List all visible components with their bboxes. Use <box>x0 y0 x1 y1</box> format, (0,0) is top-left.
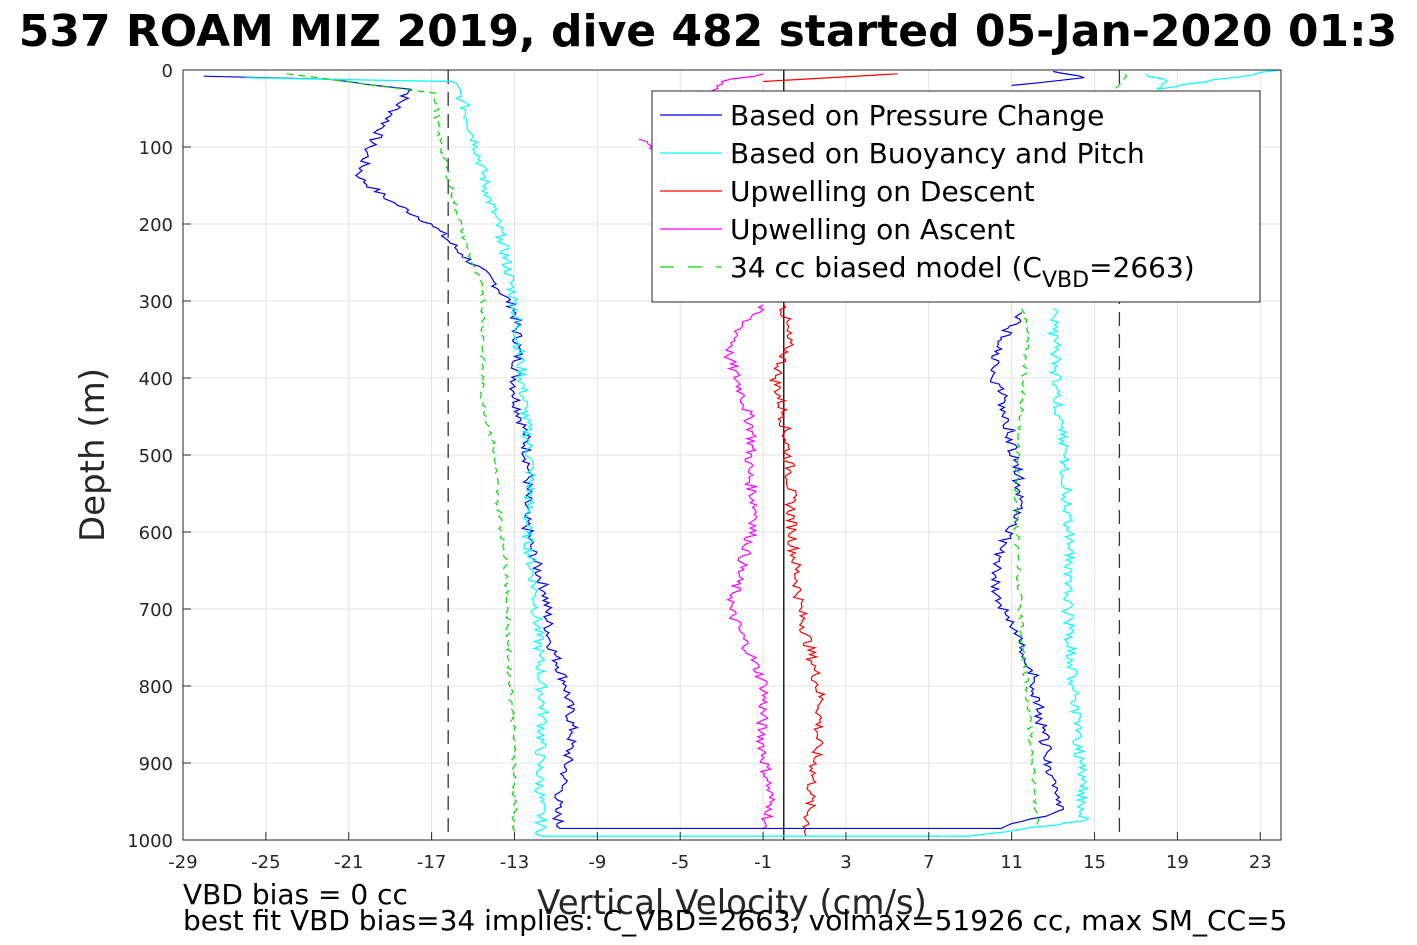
x-axis-label: Vertical Velocity (cm/s) <box>537 883 927 923</box>
series-line-1 <box>989 312 1065 830</box>
legend-label: Upwelling on Ascent <box>730 213 1015 246</box>
legend-box <box>651 90 1261 303</box>
y-tick-label: 800 <box>139 677 173 698</box>
series-line-3 <box>763 73 898 83</box>
series-group <box>203 69 1282 837</box>
series-line-1 <box>1011 70 1085 86</box>
x-tick-label: 11 <box>1000 852 1023 873</box>
y-tick-label: 300 <box>139 292 173 313</box>
x-tick-label: -5 <box>671 852 689 873</box>
y-tick-label: 400 <box>139 369 173 390</box>
x-tick-label: 19 <box>1166 852 1189 873</box>
series-line-1 <box>203 75 579 829</box>
legend-label: Upwelling on Descent <box>730 175 1035 208</box>
y-tick-label: 200 <box>139 215 173 236</box>
series-line-2 <box>1145 69 1282 90</box>
x-axis-ticks: -29 -25 -21 -17 -13 -9 -5 -1 3 7 11 15 19 23 <box>168 832 1272 873</box>
legend: Based on Pressure Change Based on Buoyanc… <box>651 90 1261 303</box>
footer-note-2: best fit VBD bias=34 implies: C_VBD=2663… <box>183 904 1287 937</box>
legend-label: Based on Pressure Change <box>730 99 1104 132</box>
y-axis-label: Depth (m) <box>73 368 113 542</box>
legend-label: Based on Buoyancy and Pitch <box>730 137 1145 170</box>
chart-title: 537 ROAM MIZ 2019, dive 482 started 05-J… <box>19 6 1398 57</box>
series-line-2 <box>970 308 1091 837</box>
x-tick-label: 23 <box>1249 852 1272 873</box>
legend-label: 34 cc biased model (CVBD=2663) <box>730 251 1195 293</box>
x-tick-label: -1 <box>754 852 772 873</box>
x-tick-label: 3 <box>840 852 851 873</box>
x-tick-label: 7 <box>923 852 934 873</box>
y-tick-label: 900 <box>139 754 173 775</box>
x-tick-label: -17 <box>417 852 446 873</box>
y-tick-label: 0 <box>162 61 173 82</box>
y-tick-label: 600 <box>139 523 173 544</box>
x-tick-label: -21 <box>334 852 363 873</box>
series-line-3 <box>768 304 826 837</box>
x-tick-label: 15 <box>1083 852 1106 873</box>
x-tick-label: -13 <box>500 852 529 873</box>
y-tick-label: 700 <box>139 600 173 621</box>
y-axis-ticks: 0 100 200 300 400 500 600 700 800 900 1000 <box>127 61 191 852</box>
y-tick-label: 500 <box>139 446 173 467</box>
series-line-2 <box>245 77 550 837</box>
y-tick-label: 100 <box>139 138 173 159</box>
x-tick-label: -25 <box>251 852 280 873</box>
series-line-4 <box>723 304 776 829</box>
x-tick-label: -29 <box>168 852 197 873</box>
series-line-5 <box>1013 308 1040 825</box>
x-tick-label: -9 <box>588 852 606 873</box>
series-line-5 <box>1113 73 1128 94</box>
footer-note-1: VBD bias = 0 cc <box>183 878 408 911</box>
y-tick-label: 1000 <box>127 831 173 852</box>
